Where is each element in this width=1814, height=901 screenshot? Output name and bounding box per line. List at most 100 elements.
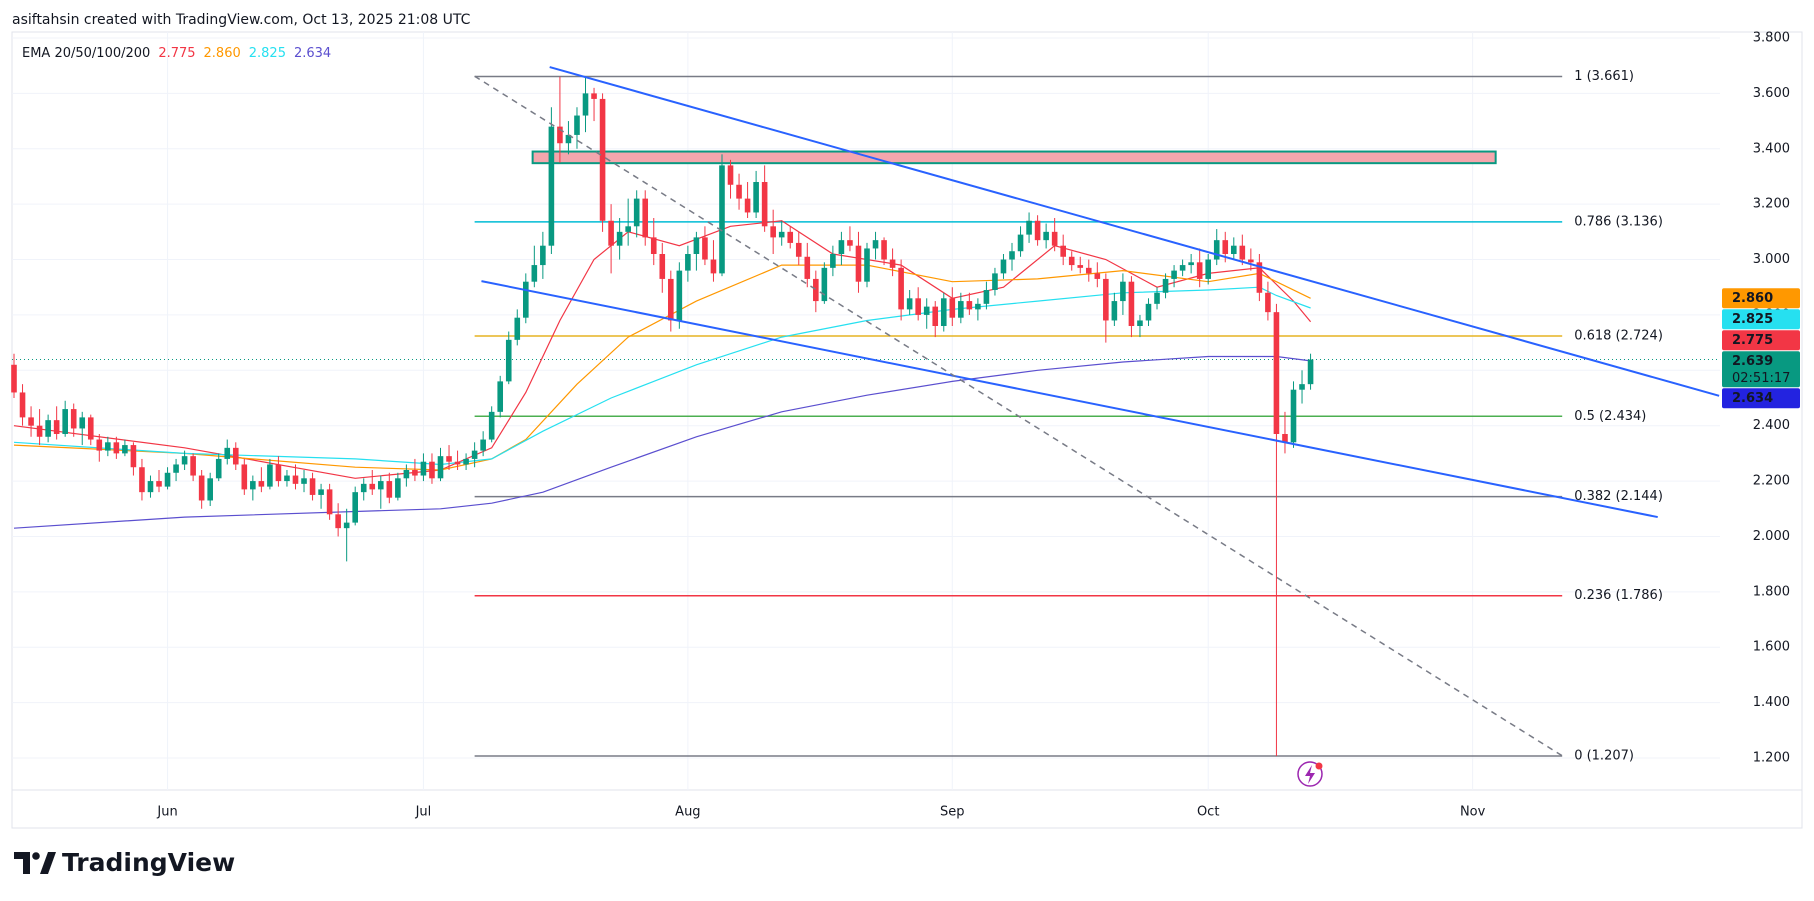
y-tick-label: 3.000 (1753, 252, 1790, 267)
candle-body (693, 237, 700, 254)
candle-body (523, 281, 529, 318)
y-tick-label: 1.400 (1753, 695, 1790, 710)
price-badge-label: 2.634 (1732, 391, 1773, 406)
candle-body (446, 456, 452, 462)
y-tick-label: 3.600 (1753, 86, 1790, 101)
candle-body (232, 447, 239, 465)
candle-body (96, 439, 103, 451)
candle-body (744, 198, 751, 213)
candle-body (736, 184, 742, 199)
candle-body (1060, 245, 1066, 257)
candle-body (267, 464, 273, 487)
candle-body (181, 456, 188, 465)
fib-label: 1 (3.661) (1574, 69, 1634, 84)
legend-value: 2.775 (158, 46, 195, 61)
x-tick-label: Jul (415, 805, 432, 820)
candle-body (625, 226, 631, 232)
candle-body (1034, 220, 1041, 241)
candle-body (787, 231, 794, 243)
candle-body (599, 98, 606, 221)
candle-body (139, 467, 145, 493)
y-tick-label: 2.000 (1753, 529, 1790, 544)
header: asiftahsin created with TradingView.com,… (12, 12, 471, 28)
candle-body (727, 165, 734, 185)
y-tick-label: 3.800 (1753, 31, 1790, 46)
candle-body (702, 237, 708, 260)
candle-body (1137, 320, 1143, 326)
candle-body (207, 478, 213, 501)
y-tick-label: 3.200 (1753, 197, 1790, 212)
candle-body (190, 456, 196, 476)
fib-label: 0.382 (2.144) (1574, 489, 1663, 504)
candle-body (1085, 267, 1092, 274)
candle-body (889, 259, 896, 268)
candle-body (932, 306, 939, 326)
candle-body (1128, 281, 1135, 326)
candle-body (395, 478, 401, 498)
candle-body (1265, 292, 1271, 313)
candle-body (1162, 278, 1169, 293)
candle-body (335, 514, 341, 529)
candle-body (1188, 262, 1194, 266)
candle-body (770, 226, 776, 238)
candle-body (778, 231, 785, 238)
candle-body (292, 475, 299, 484)
candle-body (258, 481, 265, 487)
candle-body (1068, 256, 1075, 266)
candle-body (1248, 259, 1254, 263)
candle-body (28, 417, 34, 426)
candle-body (975, 303, 981, 310)
candle-body (122, 445, 128, 454)
price-badge (1722, 288, 1800, 309)
candle-body (215, 458, 222, 479)
candle-body (1196, 262, 1203, 279)
candle-body (753, 182, 759, 213)
resistance-zone (531, 150, 1497, 165)
candle-body (1273, 312, 1280, 434)
candle-body (1000, 259, 1007, 274)
y-tick-label: 1.800 (1753, 584, 1790, 599)
candle-body (480, 439, 486, 451)
fib-label: 0.5 (2.434) (1574, 409, 1646, 424)
candle-body (608, 220, 614, 246)
fib-label: 0.236 (1.786) (1574, 588, 1663, 603)
candle-body (804, 256, 811, 279)
candle-body (838, 240, 845, 254)
candle-body (1290, 389, 1297, 443)
candle-body (514, 317, 521, 340)
candle-body (830, 254, 836, 268)
candle-body (79, 417, 86, 429)
candle-body (1051, 231, 1058, 246)
legend-value: 2.825 (249, 46, 286, 61)
plot: 3.8003.6003.4003.2003.0002.8002.6002.400… (11, 31, 1800, 820)
candle-body (454, 461, 461, 465)
price-badge (1722, 388, 1800, 409)
candle-body (284, 475, 290, 482)
legend-value: 2.634 (294, 46, 331, 61)
candle-body (386, 481, 393, 498)
x-tick-label: Jun (156, 805, 177, 820)
legend-value: 2.860 (204, 46, 241, 61)
fib-label: 0 (1.207) (1574, 749, 1634, 764)
candle-body (343, 522, 350, 529)
candle-body (855, 245, 862, 282)
candle-body (1145, 303, 1152, 321)
y-tick-label: 1.600 (1753, 640, 1790, 655)
candle-body (369, 483, 376, 490)
candle-body (923, 306, 930, 315)
trendline (549, 66, 1720, 397)
candle-body (1009, 251, 1015, 260)
candle-body (1239, 245, 1246, 260)
candle-body (301, 478, 307, 484)
watermark: TradingView (62, 848, 235, 877)
countdown: 02:51:17 (1732, 371, 1790, 386)
candle-body (761, 182, 768, 227)
candle-body (616, 231, 623, 246)
candle-body (130, 445, 137, 468)
candle-body (173, 464, 179, 473)
candle-body (676, 270, 683, 321)
candle-body (420, 461, 427, 476)
candle-body (497, 381, 504, 412)
chart-frame (11, 31, 1803, 829)
